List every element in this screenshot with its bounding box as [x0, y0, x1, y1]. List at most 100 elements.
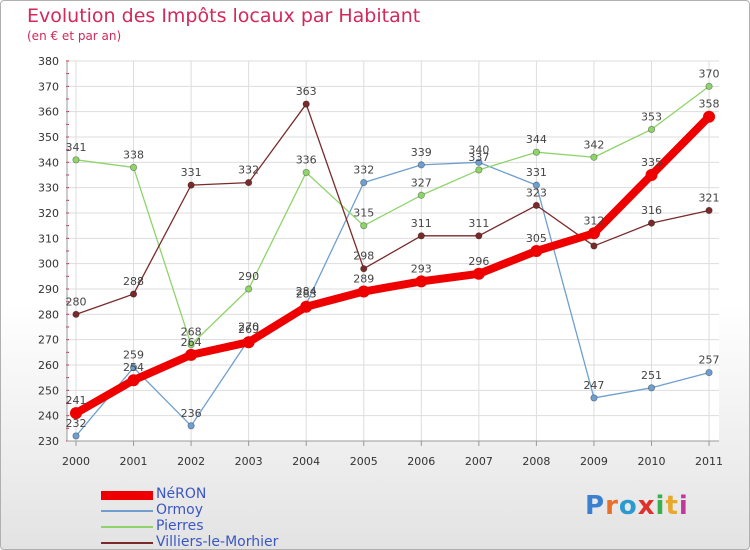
- data-point-pierres: [302, 168, 310, 177]
- y-tick-label: 310: [38, 232, 59, 245]
- y-tick-label: 380: [38, 55, 59, 68]
- data-label-ormoy: 251: [641, 369, 662, 382]
- data-label-pierres: 290: [238, 270, 259, 283]
- data-label-villiers-le-morhier: 311: [411, 217, 432, 230]
- data-point-villiers-le-morhier: [187, 181, 195, 189]
- data-label-ormoy: 236: [181, 407, 202, 420]
- x-tick-label: 2006: [407, 455, 435, 468]
- y-tick-label: 230: [38, 435, 59, 448]
- data-point-villiers-le-morhier: [417, 232, 425, 240]
- data-label-n-ron: 254: [123, 361, 144, 374]
- legend-swatch-neron: [101, 491, 153, 500]
- x-tick-label: 2009: [580, 455, 608, 468]
- data-label-n-ron: 293: [411, 262, 432, 275]
- data-label-ormoy: 284: [296, 285, 317, 298]
- data-label-pierres: 315: [353, 207, 374, 220]
- data-point-n-ron: [127, 374, 140, 387]
- chart-subtitle: (en € et par an): [27, 29, 122, 43]
- x-tick-label: 2001: [120, 455, 148, 468]
- data-point-ormoy: [647, 384, 656, 392]
- data-label-ormoy: 331: [526, 166, 547, 179]
- x-tick-label: 2003: [235, 455, 263, 468]
- data-point-pierres: [647, 125, 656, 133]
- data-point-n-ron: [70, 407, 82, 420]
- data-point-pierres: [532, 148, 541, 156]
- data-label-n-ron: 312: [583, 214, 604, 227]
- data-label-villiers-le-morhier: 321: [699, 191, 720, 204]
- data-label-pierres: 338: [123, 148, 144, 161]
- data-point-pierres: [417, 191, 425, 199]
- data-label-villiers-le-morhier: 331: [181, 166, 202, 179]
- x-tick-label: 2010: [638, 455, 666, 468]
- data-point-ormoy: [129, 363, 138, 372]
- data-label-ormoy: 232: [66, 417, 87, 430]
- data-label-villiers-le-morhier: 332: [238, 164, 259, 177]
- data-label-villiers-le-morhier: 316: [641, 204, 662, 217]
- data-point-pierres: [360, 222, 368, 230]
- data-label-n-ron: 305: [526, 232, 547, 245]
- data-point-n-ron: [300, 300, 313, 313]
- data-point-n-ron: [530, 245, 543, 257]
- data-point-ormoy: [417, 161, 425, 169]
- data-point-n-ron: [242, 336, 255, 349]
- data-label-n-ron: 283: [296, 288, 317, 301]
- data-label-pierres: 337: [468, 151, 489, 164]
- data-label-ormoy: 247: [583, 379, 604, 392]
- data-label-villiers-le-morhier: 280: [66, 295, 87, 308]
- data-point-n-ron: [357, 285, 370, 298]
- data-label-ormoy: 332: [353, 164, 374, 177]
- data-point-pierres: [72, 156, 80, 164]
- data-point-pierres: [245, 285, 253, 293]
- data-label-n-ron: 264: [181, 336, 202, 349]
- y-tick-label: 340: [38, 156, 59, 169]
- x-tick-label: 2000: [62, 455, 90, 468]
- data-point-pierres: [129, 163, 138, 171]
- x-tick-label: 2004: [292, 455, 320, 468]
- x-tick-label: 2005: [350, 455, 378, 468]
- data-point-n-ron: [472, 267, 485, 280]
- data-label-n-ron: 296: [468, 255, 489, 268]
- data-label-pierres: 336: [296, 153, 317, 166]
- data-point-pierres: [475, 166, 483, 174]
- data-point-n-ron: [415, 275, 428, 288]
- data-label-n-ron: 269: [238, 323, 259, 336]
- y-tick-label: 240: [38, 410, 59, 423]
- data-label-ormoy: 340: [468, 143, 489, 156]
- data-label-villiers-le-morhier: 323: [526, 186, 547, 199]
- legend-swatch-pierres: [101, 526, 153, 528]
- plot-area: [67, 61, 719, 441]
- data-point-n-ron: [645, 169, 658, 181]
- data-point-ormoy: [705, 368, 713, 377]
- legend-label-neron: NéRON: [156, 486, 207, 502]
- data-point-pierres: [590, 153, 598, 161]
- x-tick-label: 2007: [465, 455, 493, 468]
- data-label-ormoy: 339: [411, 146, 432, 159]
- data-label-pierres: 344: [526, 133, 547, 146]
- series-line-pierres: [75, 85, 710, 346]
- data-label-n-ron: 289: [353, 273, 374, 286]
- series-line-villiers-le-morhier: [75, 103, 710, 315]
- data-point-villiers-le-morhier: [302, 100, 310, 108]
- data-label-pierres: 341: [66, 141, 87, 154]
- data-label-ormoy: 257: [699, 354, 720, 367]
- x-tick-label: 2008: [522, 455, 550, 468]
- data-point-villiers-le-morhier: [532, 201, 541, 209]
- y-tick-label: 350: [38, 131, 59, 144]
- data-point-ormoy: [187, 422, 195, 430]
- data-point-n-ron: [587, 227, 600, 240]
- series-line-ormoy: [75, 161, 710, 437]
- data-label-villiers-le-morhier: 311: [468, 217, 489, 230]
- data-label-pierres: 327: [411, 176, 432, 189]
- data-point-villiers-le-morhier: [590, 242, 598, 250]
- y-tick-label: 270: [38, 334, 59, 347]
- y-tick-label: 300: [38, 258, 59, 271]
- data-point-pierres: [705, 82, 713, 90]
- y-tick-label: 250: [38, 384, 59, 397]
- data-label-ormoy: 259: [123, 349, 144, 362]
- x-tick-label: 2002: [177, 455, 205, 468]
- data-point-ormoy: [360, 179, 368, 187]
- data-point-villiers-le-morhier: [245, 179, 253, 187]
- legend-swatch-ormoy: [101, 510, 153, 512]
- data-point-villiers-le-morhier: [360, 265, 368, 273]
